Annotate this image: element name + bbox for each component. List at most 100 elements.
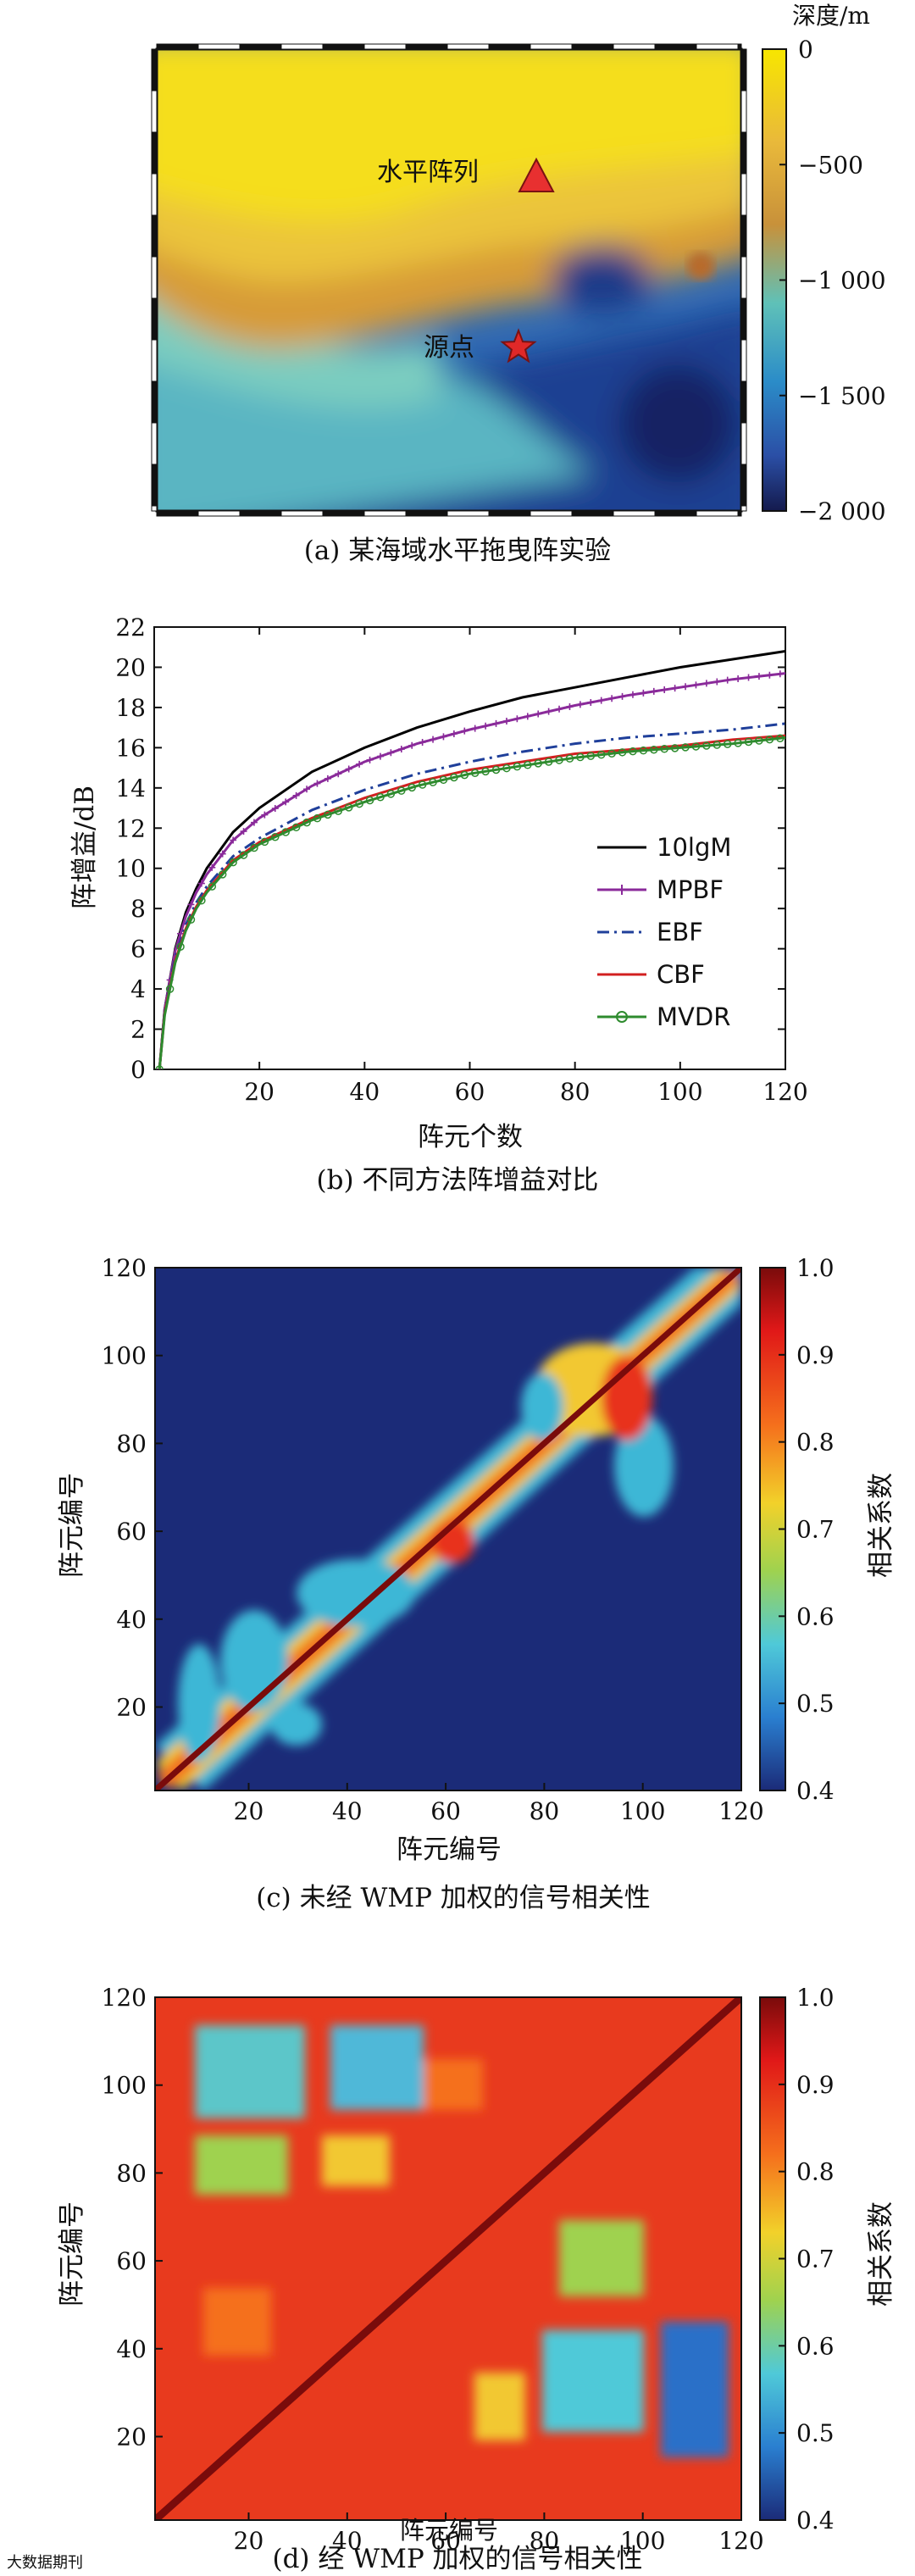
heatmap-xtick-label: 60 [430, 2527, 461, 2555]
mpbf-point [482, 722, 490, 730]
heatmap-xtick-label: 40 [332, 1797, 363, 1825]
mvdr-point [418, 780, 427, 789]
mpbf-point [576, 701, 584, 708]
graticule-segment [363, 43, 407, 50]
mpbf-point [324, 774, 331, 782]
colorbar-tick-label: 1.0 [796, 1254, 835, 1282]
depth-colorbar-ticks: 0 −500 −1 000 −1 500 −2 000 [779, 36, 886, 525]
legend-label: MPBF [657, 875, 724, 904]
mpbf-point [671, 685, 679, 692]
heatmap-c-xlabel: 阵元编号 [396, 1835, 502, 1865]
mvdr-point [565, 754, 574, 763]
mpbf-point [755, 673, 762, 680]
graticule-segment [571, 43, 614, 50]
colorbar-tick-label: 0.9 [796, 1341, 835, 1369]
mpbf-point [408, 741, 416, 749]
graticule-segment [151, 464, 158, 507]
heatmap-xtick-label: 80 [530, 1797, 560, 1825]
graticule-segment [151, 90, 158, 133]
mvdr-point [765, 735, 774, 744]
graticule-segment [405, 43, 448, 50]
gain-ytick-label: 20 [115, 653, 146, 681]
graticule-segment [740, 422, 747, 465]
depth-tick-label: −2 000 [798, 497, 886, 525]
graticule-segment [613, 43, 656, 50]
graticule-segment [151, 131, 158, 175]
mpbf-point [640, 689, 647, 697]
mvdr-point [629, 747, 637, 756]
mpbf-point [535, 710, 542, 718]
heatmap-ytick-label: 120 [102, 1254, 147, 1282]
heatmap-xtick-label: 80 [530, 2527, 560, 2555]
gain-ytick-label: 14 [115, 774, 146, 802]
graticule-segment [654, 510, 697, 517]
source-star-marker [500, 328, 537, 364]
legend-label: CBF [657, 960, 705, 989]
gain-ytick-label: 22 [115, 613, 146, 641]
mpbf-point [387, 749, 395, 757]
graticule-segment [151, 505, 158, 512]
graticule-segment [239, 510, 282, 517]
graticule-segment [740, 339, 747, 382]
colorbar-tick-label: 0.6 [796, 2332, 835, 2360]
caption-c: (c) 未经 WMP 加权的信号相关性 [256, 1883, 651, 1913]
gain-legend: 10lgM MPBF EBF CBF MVDR [597, 833, 731, 1031]
colorbar-d-label: 相关系数 [866, 2201, 896, 2307]
mpbf-point [240, 828, 247, 836]
mvdr-point [334, 807, 343, 815]
mvdr-point [755, 736, 763, 745]
graticule-segment [156, 43, 199, 50]
colorbar-tick-label: 0.7 [796, 2246, 835, 2273]
mpbf-point [776, 670, 784, 678]
mvdr-point [618, 748, 627, 757]
heatmap-ytick-label: 20 [116, 1693, 147, 1721]
heatmap-xtick-label: 120 [718, 2527, 763, 2555]
mvdr-point [355, 799, 363, 808]
watermark: 大数据期刊 [7, 2554, 83, 2572]
legend-label: MVDR [657, 1002, 730, 1031]
gain-plot-area [153, 626, 786, 1070]
colorbar-tick-label: 0.6 [796, 1602, 835, 1630]
gain-ylabel: 阵增益/dB [69, 786, 100, 909]
mvdr-point [702, 741, 711, 750]
graticule-segment [151, 380, 158, 424]
colorbar-c-ticks: 1.0 0.9 0.8 0.7 0.6 0.5 0.4 [779, 1254, 835, 1805]
mpbf-point [345, 765, 352, 773]
mpbf-point [376, 752, 384, 760]
graticule-segment [488, 510, 531, 517]
heatmap-xtick-label: 20 [234, 1797, 264, 1825]
mvdr-point [670, 744, 679, 752]
mvdr-point [691, 742, 701, 751]
mvdr-point [513, 762, 522, 771]
mpbf-point [735, 675, 742, 682]
mpbf-point [440, 733, 447, 741]
mvdr-point [250, 843, 258, 852]
mvdr-point [723, 740, 732, 748]
depth-tick-label: −500 [798, 151, 863, 179]
graticule-segment [696, 510, 739, 517]
mpbf-point [766, 671, 774, 679]
graticule-segment [151, 214, 158, 258]
mpbf-point [461, 727, 469, 735]
mvdr-point [281, 828, 290, 836]
mvdr-point [650, 745, 658, 754]
mvdr-point [218, 870, 227, 879]
mvdr-point [197, 896, 206, 905]
heatmap-ytick-label: 80 [116, 2159, 147, 2187]
heatmap-ytick-label: 100 [102, 1342, 147, 1370]
mvdr-point [744, 737, 753, 747]
colorbar-tick-label: 0.8 [796, 2158, 835, 2186]
mpbf-point [745, 674, 752, 681]
colorbar-tick-label: 0.7 [796, 1516, 835, 1544]
caption-a: (a) 某海域水平拖曳阵实验 [304, 536, 612, 566]
source-label: 源点 [424, 333, 474, 363]
mpbf-point [250, 819, 258, 826]
graticule-segment [151, 339, 158, 382]
gain-xtick-label: 100 [657, 1078, 702, 1106]
graticule-segment [740, 48, 747, 92]
graticule-segment [740, 131, 747, 175]
map-graticule [151, 43, 747, 517]
mvdr-point [502, 763, 511, 773]
gain-ytick-label: 10 [115, 855, 146, 883]
